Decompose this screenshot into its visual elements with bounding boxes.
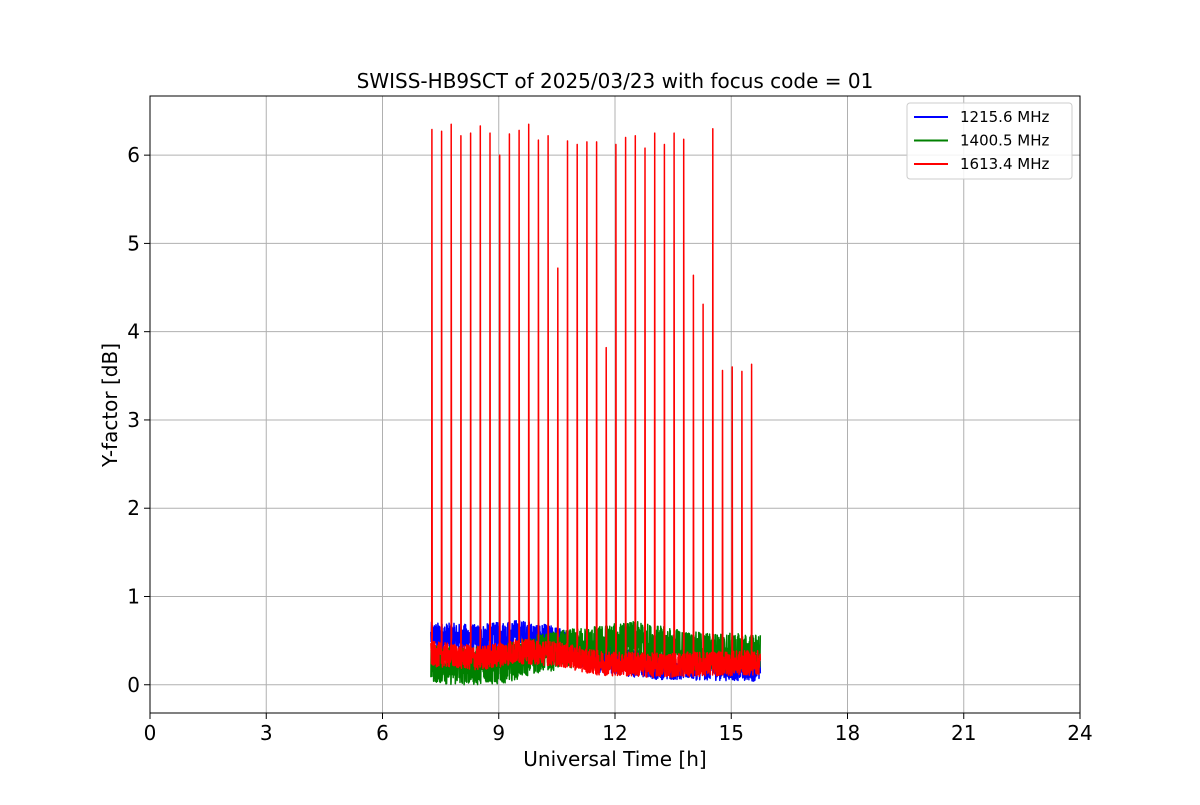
x-tick-label: 15	[719, 721, 744, 745]
chart-title: SWISS-HB9SCT of 2025/03/23 with focus co…	[357, 69, 874, 93]
x-tick-label: 24	[1067, 721, 1092, 745]
x-tick-label: 12	[602, 721, 627, 745]
chart-container: 0 3 6 9 12 15 18 21 24 0 1 2 3 4 5 6 SWISS-HB9SCT of 20…	[0, 0, 1200, 800]
x-tick-label: 6	[376, 721, 389, 745]
legend-entry: 1215.6 MHz	[960, 108, 1049, 126]
x-tick-label: 18	[835, 721, 860, 745]
legend: 1215.6 MHz 1400.5 MHz 1613.4 MHz	[907, 103, 1072, 179]
x-tick-label: 21	[951, 721, 976, 745]
y-tick-label: 3	[127, 408, 140, 432]
y-axis-label: Y-factor [dB]	[98, 343, 122, 468]
y-tick-label: 6	[127, 143, 140, 167]
legend-entry: 1613.4 MHz	[960, 155, 1049, 173]
x-tick-label: 9	[492, 721, 505, 745]
x-axis-label: Universal Time [h]	[523, 747, 706, 771]
y-tick-label: 0	[127, 673, 140, 697]
y-tick-label: 4	[127, 320, 140, 344]
legend-entry: 1400.5 MHz	[960, 132, 1049, 150]
y-tick-label: 5	[127, 231, 140, 255]
x-tick-label: 3	[260, 721, 273, 745]
y-tick-label: 2	[127, 496, 140, 520]
line-chart: 0 3 6 9 12 15 18 21 240123456 SWISS-HB9SCT of 20…	[0, 0, 1200, 800]
y-tick-label: 1	[127, 584, 140, 608]
x-tick-label: 0	[144, 721, 157, 745]
